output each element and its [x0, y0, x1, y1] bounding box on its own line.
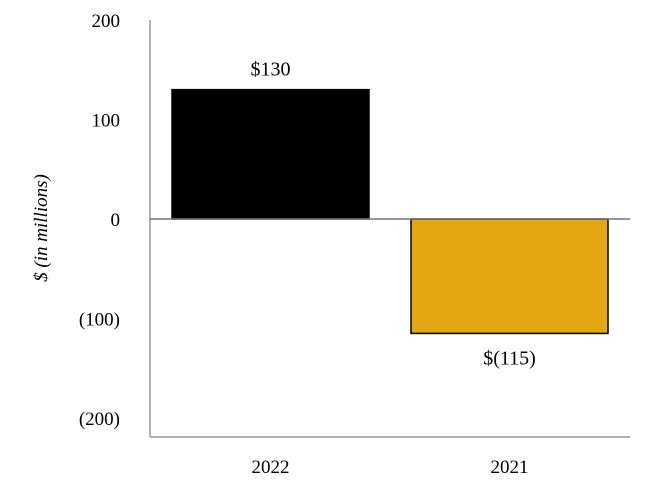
- y-tick-label: 0: [111, 210, 121, 231]
- bar-2022: [171, 88, 370, 220]
- y-axis-label: $ (in millions): [31, 174, 52, 282]
- data-label: $(115): [483, 347, 536, 369]
- y-tick-label: (200): [79, 409, 120, 430]
- data-label: $130: [251, 59, 291, 81]
- x-tick-label: 2021: [491, 457, 529, 478]
- y-tick-label: (100): [79, 310, 120, 331]
- y-tick-label: 200: [92, 11, 121, 32]
- bar-2021: [410, 218, 609, 335]
- x-tick-label: 2022: [252, 457, 290, 478]
- y-tick-label: 100: [92, 111, 121, 132]
